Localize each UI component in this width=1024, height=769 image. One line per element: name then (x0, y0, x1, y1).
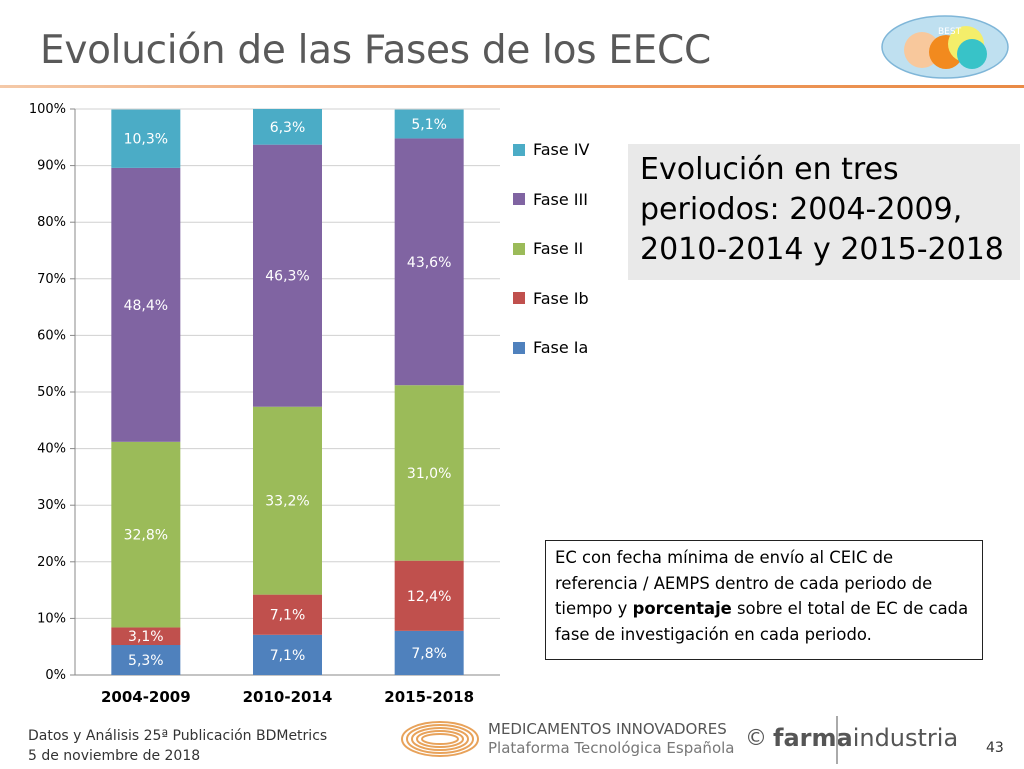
legend-item-fase-iii: Fase III (513, 175, 589, 225)
copyright-symbol: © (745, 725, 767, 751)
legend-label: Fase III (533, 189, 588, 209)
bar-fase-ib (394, 560, 464, 631)
legend-label: Fase Ia (533, 338, 589, 358)
data-label: 48,4% (124, 298, 168, 314)
medicamentos-innovadores-logo: MEDICAMENTOS INNOVADORES Plataforma Tecn… (400, 716, 734, 762)
data-label: 43,6% (407, 255, 451, 271)
y-tick-label: 20% (37, 555, 66, 570)
best-logo: BEST (881, 15, 1009, 79)
y-tick-label: 0% (45, 668, 66, 683)
legend-label: Fase Ib (533, 288, 589, 308)
data-label: 33,2% (265, 494, 309, 510)
bar-fase-iv (394, 109, 464, 139)
bar-fase-ii (111, 441, 181, 628)
data-label: 31,0% (407, 466, 451, 482)
bar-fase-ib (111, 627, 181, 646)
callout-line-1: Evolución en tres (640, 152, 899, 187)
bar-fase-iii (394, 138, 464, 386)
bar-fase-iv (111, 109, 181, 168)
y-tick-label: 30% (37, 498, 66, 513)
bar-fase-iii (253, 144, 322, 407)
data-label: 46,3% (265, 269, 309, 285)
page-title: Evolución de las Fases de los EECC (40, 28, 711, 73)
bar-fase-ia (111, 645, 181, 675)
y-tick-label: 100% (29, 102, 66, 117)
data-label: 10,3% (124, 132, 168, 148)
data-label: 7,1% (270, 608, 306, 624)
brand-divider (836, 716, 838, 764)
callout-line-2: periodos: 2004-2009, (640, 192, 963, 227)
note-text-before: EC con fecha mínima de envío al CEIC de … (555, 548, 933, 618)
med-line-1: MEDICAMENTOS INNOVADORES (488, 720, 727, 738)
methodology-note: EC con fecha mínima de envío al CEIC de … (545, 540, 983, 660)
legend-label: Fase IV (533, 140, 590, 160)
stacked-bar-chart: 0% 10% 20% 30% 40% 50% 60% 70% 80% 90% 100% 5,3% 3,1… (29, 102, 500, 706)
data-label: 32,8% (124, 528, 168, 544)
brand-light: industria (852, 724, 959, 752)
bar-fase-ib (253, 594, 322, 635)
x-tick-label: 2010-2014 (243, 688, 333, 706)
coil-icon (401, 721, 479, 757)
bar-fase-ia (253, 634, 322, 675)
farmaindustria-brand: © farma industria (745, 724, 958, 752)
legend-swatch (513, 292, 525, 305)
y-tick-label: 90% (37, 159, 66, 174)
legend-item-fase-ia: Fase Ia (513, 323, 589, 373)
callout-box: Evolución en tres periodos: 2004-2009, 2… (628, 144, 1020, 280)
bar-fase-ii (253, 406, 322, 595)
x-tick-label: 2015-2018 (384, 688, 474, 706)
brand-bold: farma (773, 724, 853, 752)
y-tick-label: 50% (37, 385, 66, 400)
bar-fase-iii (111, 167, 181, 442)
note-text-after: sobre el total de EC de cada fase de inv… (555, 599, 969, 644)
data-label: 12,4% (407, 589, 451, 605)
y-tick-label: 80% (37, 215, 66, 230)
chart-legend: Fase IV Fase III Fase II Fase Ib Fase Ia (513, 125, 589, 373)
footer-source-line-1: Datos y Análisis 25ª Publicación BDMetri… (28, 728, 328, 744)
y-tick-label: 10% (37, 611, 66, 626)
y-tick-label: 40% (37, 442, 66, 457)
data-label: 3,1% (128, 629, 164, 645)
legend-item-fase-ib: Fase Ib (513, 274, 589, 324)
bar-fase-iv (253, 109, 322, 145)
page-number: 43 (986, 740, 1004, 756)
legend-item-fase-iv: Fase IV (513, 125, 589, 175)
callout-line-3: 2010-2014 y 2015-2018 (640, 232, 1004, 267)
logo-circle-teal (957, 39, 987, 69)
legend-swatch (513, 341, 525, 354)
legend-swatch (513, 242, 525, 255)
note-bold: porcentaje (632, 599, 732, 618)
data-label: 7,1% (270, 648, 306, 664)
title-divider (0, 85, 1024, 88)
data-label: 5,3% (128, 653, 164, 669)
legend-swatch (513, 143, 525, 156)
data-label: 5,1% (411, 117, 447, 133)
legend-item-fase-ii: Fase II (513, 224, 589, 274)
y-tick-label: 60% (37, 328, 66, 343)
legend-swatch (513, 193, 525, 206)
logo-text: BEST (938, 27, 962, 37)
bar-fase-ia (394, 630, 464, 675)
data-label: 6,3% (270, 120, 306, 136)
med-line-2: Plataforma Tecnológica Española (488, 739, 735, 757)
legend-label: Fase II (533, 239, 584, 259)
y-tick-label: 70% (37, 272, 66, 287)
bar-fase-ii (394, 385, 464, 561)
data-label: 7,8% (411, 646, 447, 662)
footer-source: Datos y Análisis 25ª Publicación BDMetri… (28, 726, 327, 766)
footer-source-line-2: 5 de noviembre de 2018 (28, 748, 201, 764)
x-tick-label: 2004-2009 (101, 688, 191, 706)
